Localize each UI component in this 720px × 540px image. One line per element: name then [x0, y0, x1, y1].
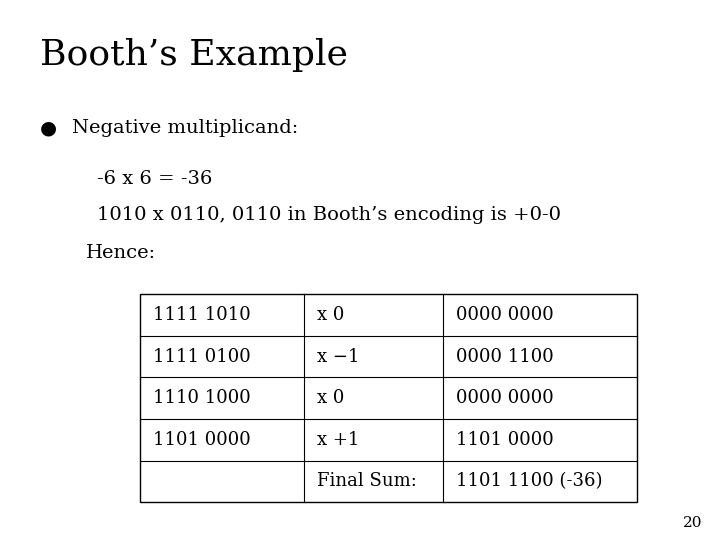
Text: 1010 x 0110, 0110 in Booth’s encoding is +0-0: 1010 x 0110, 0110 in Booth’s encoding is… [97, 206, 561, 224]
Text: x 0: x 0 [318, 389, 345, 407]
Text: -6 x 6 = -36: -6 x 6 = -36 [97, 170, 212, 188]
Text: x +1: x +1 [318, 431, 360, 449]
Text: 0000 0000: 0000 0000 [456, 306, 554, 324]
Text: ●: ● [40, 119, 57, 138]
Text: x 0: x 0 [318, 306, 345, 324]
Text: 1111 0100: 1111 0100 [153, 348, 251, 366]
Text: x −1: x −1 [318, 348, 360, 366]
Text: Final Sum:: Final Sum: [318, 472, 417, 490]
Text: 1110 1000: 1110 1000 [153, 389, 251, 407]
Text: 20: 20 [683, 516, 702, 530]
Text: 0000 0000: 0000 0000 [456, 389, 554, 407]
Text: 1111 1010: 1111 1010 [153, 306, 251, 324]
Text: Negative multiplicand:: Negative multiplicand: [72, 119, 298, 137]
Text: 1101 1100 (-36): 1101 1100 (-36) [456, 472, 603, 490]
Text: 1101 0000: 1101 0000 [456, 431, 554, 449]
Text: Booth’s Example: Booth’s Example [40, 38, 348, 72]
Text: 0000 1100: 0000 1100 [456, 348, 554, 366]
Bar [140, 294, 637, 502]
Text: 1101 0000: 1101 0000 [153, 431, 251, 449]
Text: Hence:: Hence: [86, 244, 156, 262]
